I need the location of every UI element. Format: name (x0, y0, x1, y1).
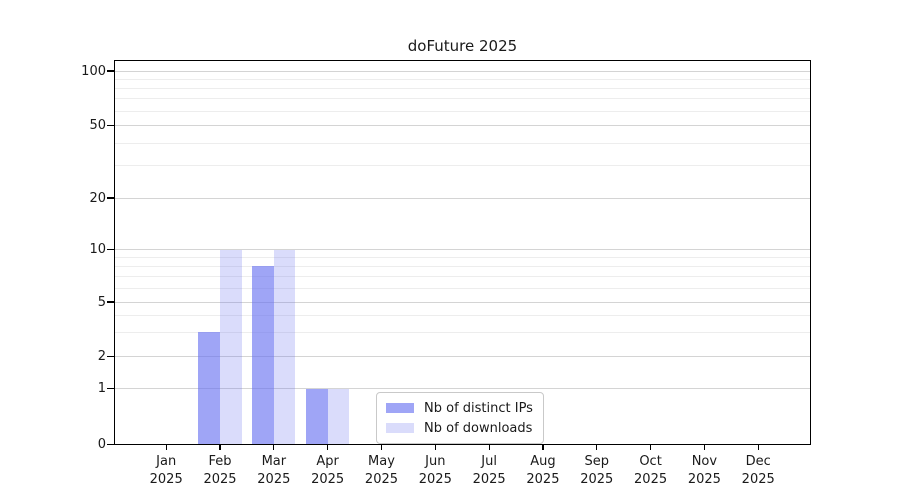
minor-gridline (114, 287, 811, 289)
y-tick-label: 10 (89, 242, 106, 257)
y-tick-mark (107, 197, 114, 199)
x-tick-mark (165, 444, 167, 450)
minor-gridline (114, 142, 811, 144)
x-tick-mark (434, 444, 436, 450)
y-tick-mark (107, 356, 114, 358)
x-tick-year: 2025 (472, 471, 506, 487)
x-tick-label: Sep 2025 (565, 453, 629, 489)
minor-gridline (114, 256, 811, 258)
x-tick-year: 2025 (526, 471, 560, 487)
x-tick-label: Jun 2025 (403, 453, 467, 489)
bar-downloads (273, 249, 296, 445)
legend-label-distinct-ips: Nb of distinct IPs (424, 400, 533, 416)
x-tick-mark (380, 444, 383, 450)
x-tick-label: Nov 2025 (672, 453, 736, 489)
major-gridline (114, 124, 811, 126)
bar-distinct-ips (306, 388, 328, 445)
y-tick-label: 1 (97, 381, 106, 397)
minor-gridline (114, 331, 811, 333)
minor-gridline (114, 265, 811, 267)
x-tick-mark (542, 444, 544, 450)
x-tick-year: 2025 (257, 471, 291, 487)
x-tick-year: 2025 (741, 471, 775, 487)
minor-gridline (114, 110, 811, 112)
x-tick-mark (273, 444, 275, 450)
x-tick-label: Jan 2025 (134, 453, 198, 489)
legend: Nb of distinct IPs Nb of downloads (376, 392, 544, 444)
bar-downloads (327, 388, 350, 445)
x-tick-mark (327, 444, 329, 450)
minor-gridline (114, 98, 811, 100)
x-tick-label: Jul 2025 (457, 453, 521, 489)
x-tick-year: 2025 (418, 471, 452, 487)
y-tick-label: 100 (81, 63, 106, 79)
legend-row: Nb of downloads (386, 418, 533, 438)
x-tick-mark (488, 444, 490, 450)
y-tick-label: 2 (97, 349, 106, 365)
minor-gridline (114, 78, 811, 80)
legend-swatch-distinct-ips (386, 403, 414, 413)
x-tick-label: Oct 2025 (619, 453, 683, 489)
major-gridline (114, 70, 811, 72)
minor-gridline (114, 314, 811, 316)
x-tick-year: 2025 (203, 471, 237, 487)
y-tick-mark (107, 70, 114, 72)
x-tick-label: Apr 2025 (296, 453, 360, 489)
x-tick-label: Aug 2025 (511, 453, 575, 489)
y-tick-mark (107, 388, 114, 390)
major-gridline (114, 197, 811, 199)
major-gridline (114, 356, 811, 358)
x-tick-year: 2025 (311, 471, 345, 487)
bar-distinct-ips (252, 266, 274, 445)
x-tick-label: May 2025 (349, 453, 413, 489)
x-tick-label: Dec 2025 (726, 453, 790, 489)
y-tick-label: 0 (97, 437, 106, 452)
major-gridline (114, 249, 811, 250)
major-gridline (114, 301, 811, 303)
x-tick-year: 2025 (634, 471, 668, 487)
legend-row: Nb of distinct IPs (386, 398, 533, 418)
x-tick-label: Feb 2025 (188, 453, 252, 489)
minor-gridline (114, 165, 811, 167)
y-tick-mark (107, 443, 114, 446)
x-tick-year: 2025 (687, 471, 721, 487)
x-tick-year: 2025 (149, 471, 183, 487)
y-tick-label: 5 (97, 294, 106, 310)
x-tick-mark (596, 444, 598, 450)
y-tick-mark (107, 124, 114, 126)
chart-title: doFuture 2025 (407, 37, 518, 55)
legend-swatch-downloads (386, 423, 414, 433)
x-tick-mark (703, 444, 705, 450)
x-tick-label: Mar 2025 (242, 453, 306, 489)
x-tick-mark (219, 444, 221, 450)
y-tick-label: 50 (89, 117, 106, 133)
x-tick-mark (649, 444, 652, 450)
major-gridline (114, 388, 811, 390)
y-tick-mark (107, 301, 114, 303)
y-tick-label: 20 (89, 190, 106, 206)
legend-label-downloads: Nb of downloads (424, 420, 533, 436)
y-tick-mark (107, 248, 114, 251)
x-tick-year: 2025 (364, 471, 399, 487)
x-tick-year: 2025 (580, 471, 614, 487)
x-tick-mark (757, 444, 759, 450)
bar-distinct-ips (198, 332, 220, 445)
minor-gridline (114, 276, 811, 277)
minor-gridline (114, 87, 811, 89)
bar-downloads (220, 249, 242, 445)
